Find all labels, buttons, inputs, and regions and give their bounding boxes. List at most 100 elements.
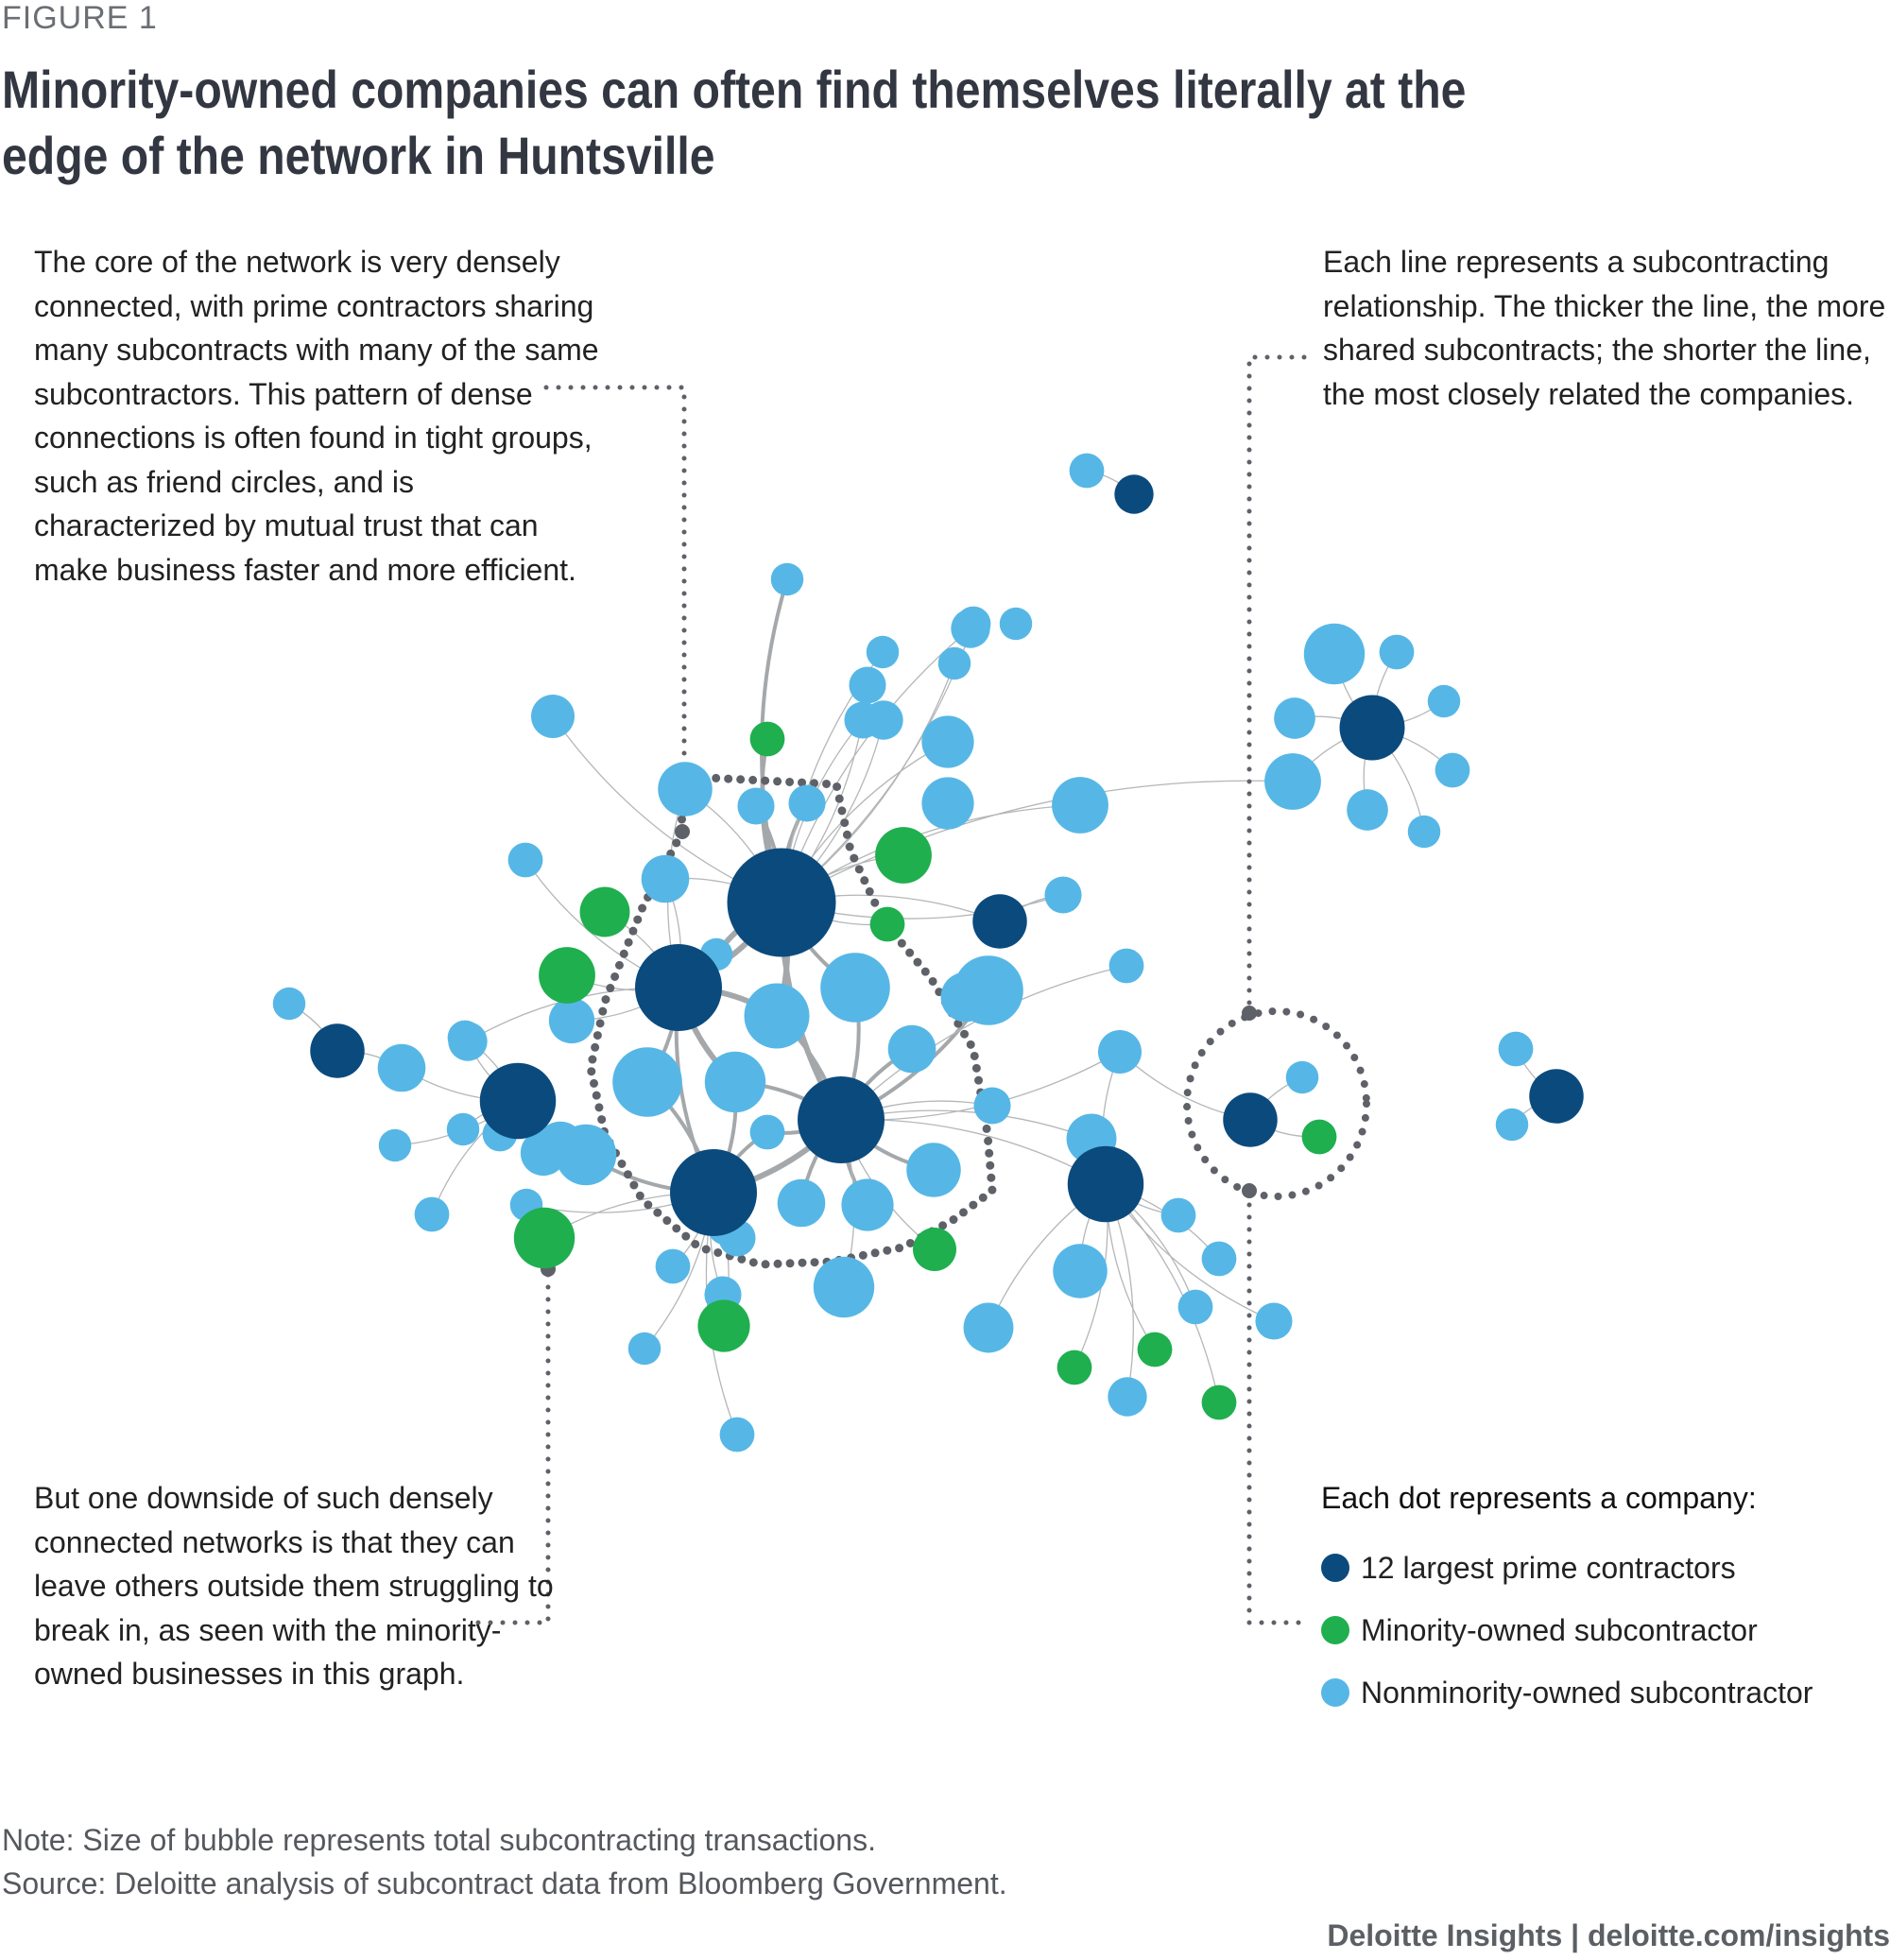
nonminority-subcontractor-node bbox=[937, 646, 971, 680]
nonminority-dot-icon bbox=[1321, 1678, 1349, 1707]
prime-contractor-node bbox=[1114, 474, 1154, 514]
nonminority-subcontractor-node bbox=[955, 606, 991, 642]
prime-contractor-node bbox=[798, 1076, 885, 1163]
nonminority-subcontractor-node bbox=[749, 1114, 785, 1150]
nonminority-subcontractor-node bbox=[548, 997, 595, 1044]
nonminority-subcontractor-node bbox=[1347, 789, 1388, 831]
minority-subcontractor-node bbox=[749, 721, 785, 757]
nonminority-subcontractor-node bbox=[921, 715, 974, 768]
nonminority-subcontractor-node bbox=[414, 1196, 450, 1232]
nonminority-subcontractor-node bbox=[1264, 753, 1321, 810]
nonminority-subcontractor-node bbox=[737, 787, 775, 825]
nonminority-subcontractor-node bbox=[1498, 1031, 1534, 1067]
legend-title: Each dot represents a company: bbox=[1321, 1481, 1757, 1515]
core-boundary-callout bbox=[586, 773, 997, 1269]
minority-subcontractor-node bbox=[875, 827, 932, 884]
edge bbox=[840, 965, 1127, 1121]
node-layer bbox=[272, 453, 1584, 1453]
minority-subcontractor-node bbox=[539, 947, 595, 1004]
nonminority-subcontractor-node bbox=[377, 1043, 426, 1092]
nonminority-subcontractor-node bbox=[973, 1087, 1011, 1125]
legend-item-minority: Minority-owned subcontractor bbox=[1321, 1599, 1813, 1661]
nonminority-subcontractor-node bbox=[1274, 697, 1315, 739]
nonminority-subcontractor-node bbox=[641, 854, 690, 903]
nonminority-subcontractor-node bbox=[531, 695, 575, 738]
legend-label: 12 largest prime contractors bbox=[1361, 1550, 1736, 1585]
nonminority-subcontractor-node bbox=[820, 953, 890, 1023]
legend-item-prime: 12 largest prime contractors bbox=[1321, 1537, 1813, 1599]
nonminority-subcontractor-node bbox=[999, 607, 1033, 641]
minority-subcontractor-node bbox=[1201, 1384, 1237, 1420]
nonminority-subcontractor-node bbox=[1427, 684, 1461, 718]
nonminority-subcontractor-node bbox=[378, 1128, 412, 1162]
figure-title: Minority-owned companies can often find … bbox=[2, 60, 1467, 185]
nonminority-subcontractor-node bbox=[536, 1121, 585, 1170]
minority-subcontractor-node bbox=[697, 1299, 750, 1352]
prime-contractor-node bbox=[1529, 1069, 1584, 1124]
nonminority-subcontractor-node bbox=[921, 777, 974, 830]
nonminority-subcontractor-node bbox=[612, 1047, 682, 1117]
edge bbox=[781, 780, 1294, 903]
prime-contractor-node bbox=[670, 1149, 757, 1236]
note-text: Note: Size of bubble represents total su… bbox=[2, 1823, 876, 1857]
nonminority-subcontractor-node bbox=[777, 1178, 826, 1228]
minority-subcontractor-node bbox=[869, 906, 905, 942]
nonminority-subcontractor-node bbox=[963, 1302, 1014, 1353]
nonminority-subcontractor-node bbox=[1069, 453, 1105, 489]
minority-subcontractor-node bbox=[1301, 1119, 1337, 1155]
nonminority-subcontractor-node bbox=[1177, 1289, 1213, 1325]
line-callout-leader bbox=[1246, 354, 1307, 1014]
prime-contractor-node bbox=[1067, 1145, 1144, 1223]
prime-contractor-node bbox=[310, 1023, 365, 1078]
prime-contractor-node bbox=[1339, 695, 1405, 761]
prime-dot-icon bbox=[1321, 1554, 1349, 1582]
prime-contractor-node bbox=[727, 848, 836, 957]
prime-contractor-node bbox=[479, 1062, 557, 1140]
nonminority-subcontractor-node bbox=[1160, 1197, 1196, 1233]
nonminority-subcontractor-node bbox=[887, 1024, 936, 1074]
nonminority-subcontractor-node bbox=[866, 635, 900, 669]
minority-dot-icon bbox=[1321, 1616, 1349, 1644]
nonminority-subcontractor-node bbox=[1407, 815, 1441, 849]
legend: Each dot represents a company: 12 larges… bbox=[1321, 1476, 1813, 1724]
nonminority-subcontractor-node bbox=[655, 1248, 691, 1284]
footer-brand: Deloitte Insights | deloitte.com/insight… bbox=[1327, 1918, 1890, 1952]
edge-layer bbox=[288, 470, 1557, 1436]
nonminority-subcontractor-node bbox=[704, 1051, 766, 1113]
nonminority-subcontractor-node bbox=[844, 701, 882, 739]
nonminority-subcontractor-node bbox=[627, 1332, 662, 1366]
nonminority-subcontractor-node bbox=[1098, 1030, 1142, 1074]
minority-subcontractor-node bbox=[1057, 1350, 1092, 1385]
legend-item-nonminority: Nonminority-owned subcontractor bbox=[1321, 1661, 1813, 1724]
nonminority-subcontractor-node bbox=[1053, 1244, 1108, 1298]
legend-label: Nonminority-owned subcontractor bbox=[1361, 1675, 1813, 1710]
cluster-ring bbox=[1183, 1007, 1370, 1200]
nonminority-subcontractor-node bbox=[446, 1112, 480, 1146]
nonminority-subcontractor-node bbox=[1044, 878, 1078, 912]
nonminority-subcontractor-node bbox=[788, 784, 826, 822]
figure-label: FIGURE 1 bbox=[2, 0, 158, 36]
legend-callout-anchor bbox=[1242, 1183, 1257, 1198]
prime-contractor-node bbox=[635, 944, 722, 1031]
annotation-core-density: The core of the network is very densely … bbox=[34, 245, 599, 587]
nonminority-subcontractor-node bbox=[1435, 752, 1470, 788]
nonminority-subcontractor-node bbox=[658, 762, 713, 817]
legend-label: Minority-owned subcontractor bbox=[1361, 1612, 1758, 1647]
minority-subcontractor-node bbox=[513, 1207, 576, 1269]
nonminority-subcontractor-node bbox=[744, 983, 810, 1049]
nonminority-subcontractor-node bbox=[1201, 1241, 1237, 1277]
nonminority-subcontractor-node bbox=[770, 562, 804, 596]
nonminority-subcontractor-node bbox=[272, 987, 306, 1021]
nonminority-subcontractor-node bbox=[954, 955, 1023, 1025]
notes: Note: Size of bubble represents total su… bbox=[2, 1818, 1007, 1905]
annotation-downside: But one downside of such densely connect… bbox=[34, 1481, 554, 1691]
nonminority-subcontractor-node bbox=[719, 1417, 755, 1453]
line-callout-anchor bbox=[1242, 1006, 1257, 1021]
nonminority-subcontractor-node bbox=[1052, 777, 1108, 834]
source-text: Source: Deloitte analysis of subcontract… bbox=[2, 1866, 1007, 1900]
nonminority-subcontractor-node bbox=[1108, 948, 1144, 984]
prime-contractor-node bbox=[1223, 1092, 1278, 1147]
minority-subcontractor-node bbox=[1137, 1332, 1173, 1367]
nonminority-subcontractor-node bbox=[1285, 1060, 1319, 1094]
nonminority-subcontractor-node bbox=[906, 1143, 961, 1197]
